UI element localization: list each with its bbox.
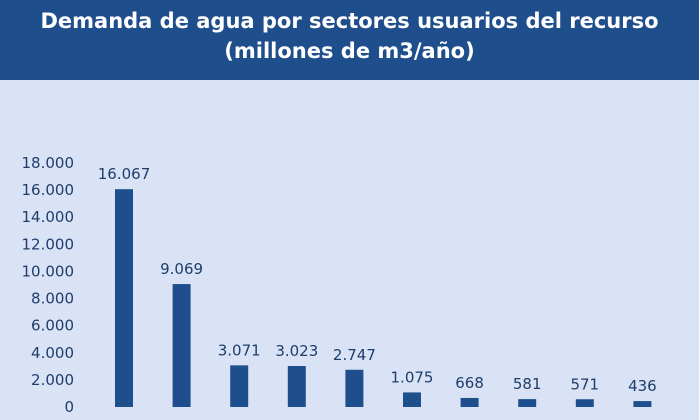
bar [460,397,479,407]
bar-value-label: 2.747 [333,346,376,364]
bar-value-label: 436 [628,377,657,395]
bar [172,284,191,407]
y-tick-label: 18.000 [22,154,75,172]
y-tick-label: 16.000 [22,181,75,199]
bar [403,392,421,407]
bar [633,401,652,407]
data-labels: 16.067 9.069 3.071 3.023 2.747 1.075 668 581 571… [98,165,657,395]
bar-value-label: 9.069 [160,260,203,278]
y-tick-label: 0 [64,398,74,416]
y-tick-label: 8.000 [31,290,74,308]
y-tick-label: 10.000 [22,262,75,280]
bar-value-label: 581 [513,375,542,393]
bar-value-label: 571 [570,375,599,393]
bar [287,366,306,407]
y-axis: 0 2.000 4.000 6.000 8.000 10.000 12.000 14.000 1… [22,154,75,416]
chart-title-line-1: Demanda de agua por sectores usuarios de… [40,9,659,33]
y-tick-label: 2.000 [31,371,74,389]
y-tick-label: 4.000 [31,344,74,362]
bar [518,399,537,407]
chart-header: Demanda de agua por sectores usuarios de… [0,0,699,80]
bar [345,369,364,407]
bar-value-label: 668 [455,374,484,392]
y-tick-label: 6.000 [31,317,74,335]
bar-series [115,189,652,407]
bar-value-label: 16.067 [98,165,151,183]
y-tick-label: 12.000 [22,235,75,253]
y-tick-label: 14.000 [22,208,75,226]
bar [230,365,249,407]
bar-value-label: 1.075 [391,368,434,386]
bar-value-label: 3.071 [218,341,261,359]
bar [115,189,133,407]
chart-title-line-2: (millones de m3/año) [224,39,475,63]
bar-value-label: 3.023 [275,342,318,360]
bar [575,399,594,407]
